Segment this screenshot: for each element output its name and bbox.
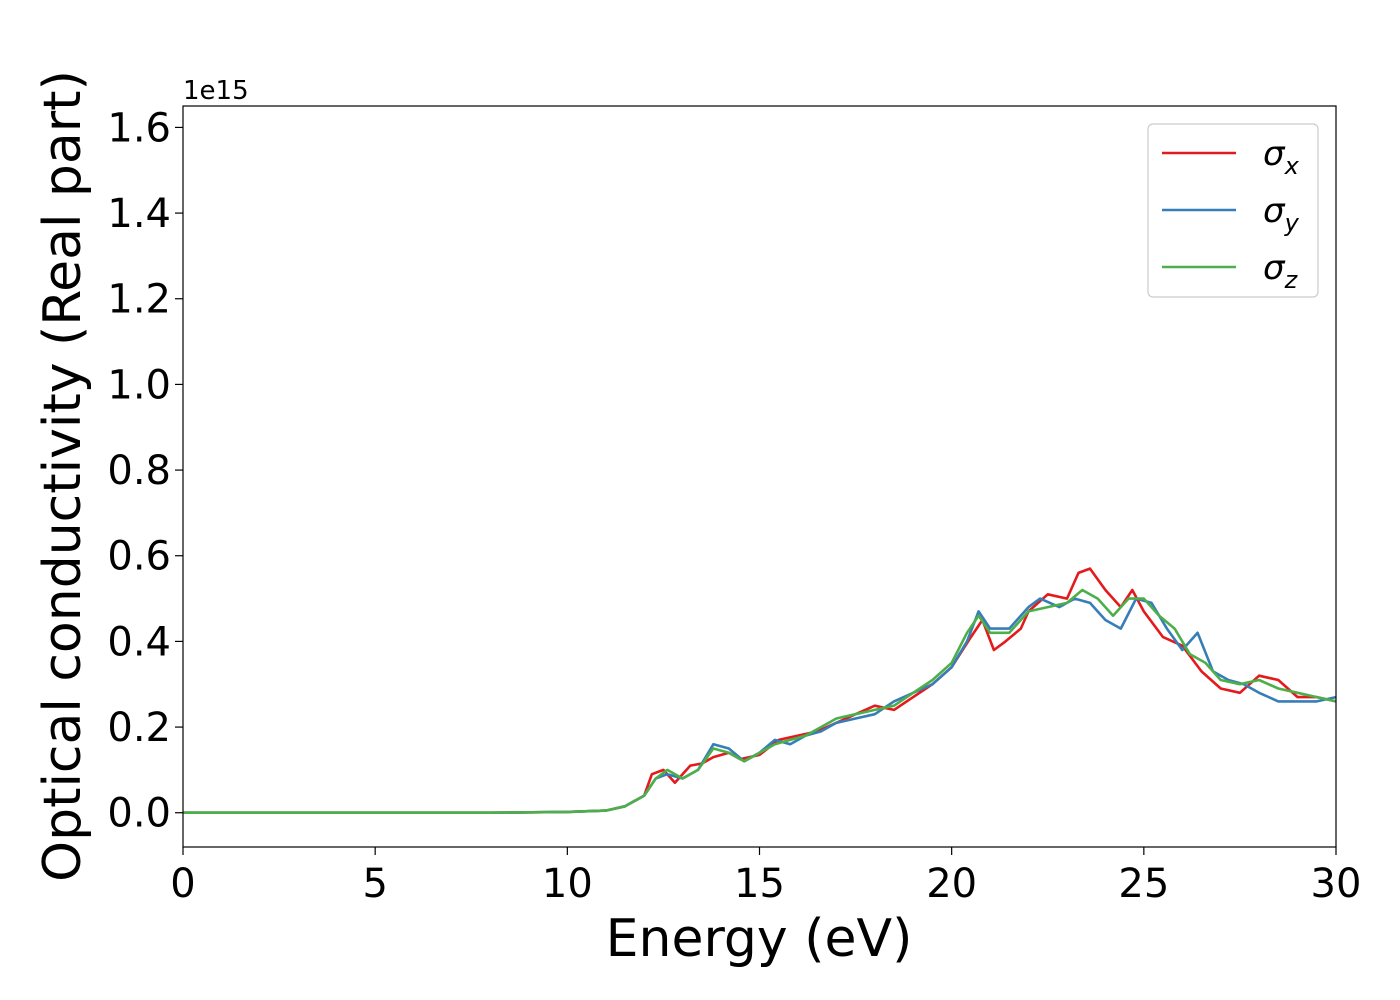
legend-subscript: z	[1284, 266, 1299, 294]
legend-subscript: x	[1284, 152, 1300, 180]
y-axis-label: Optical conductivity (Real part)	[33, 70, 93, 882]
y-tick-label: 1.0	[107, 362, 171, 408]
y-axis-ticks: 0.0 0.2 0.4 0.6 0.8 1.0 1.2 1.4 1.6	[107, 105, 183, 837]
y-tick-label: 1.6	[107, 105, 171, 151]
x-tick-label: 20	[926, 861, 977, 907]
y-tick-label: 0.4	[107, 619, 171, 665]
y-tick-label: 0.6	[107, 534, 171, 580]
y-tick-label: 0.2	[107, 705, 171, 751]
x-axis-ticks: 0 5 10 15 20 25 30	[170, 847, 1361, 907]
x-tick-label: 15	[734, 861, 785, 907]
legend-label-y: σy	[1263, 191, 1300, 237]
x-tick-label: 10	[542, 861, 593, 907]
x-tick-label: 5	[362, 861, 387, 907]
series-line-z	[183, 588, 1337, 814]
x-tick-label: 0	[170, 861, 195, 907]
y-tick-label: 1.2	[107, 277, 171, 323]
series-layer	[183, 567, 1337, 814]
y-offset-label: 1e15	[183, 76, 249, 106]
x-tick-label: 30	[1311, 861, 1362, 907]
y-tick-label: 1.4	[107, 191, 171, 237]
y-tick-label: 0.8	[107, 448, 171, 494]
x-axis-label: Energy (eV)	[606, 909, 913, 969]
plot-background	[183, 106, 1336, 847]
y-tick-label: 0.0	[107, 791, 171, 837]
legend-subscript: y	[1284, 209, 1300, 237]
x-tick-label: 25	[1118, 861, 1169, 907]
